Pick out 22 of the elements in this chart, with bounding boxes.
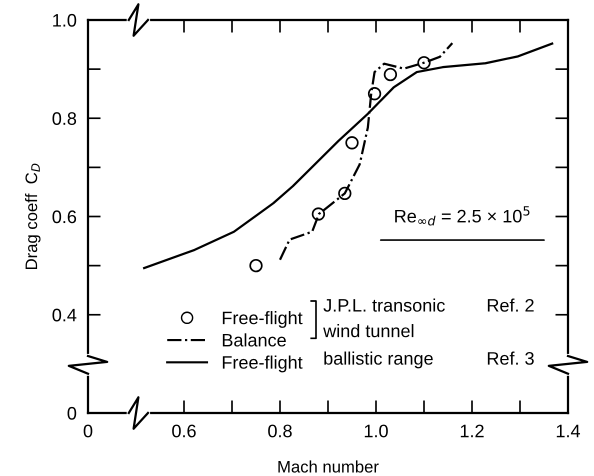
x-tick-label: 0 [84,424,92,438]
legend-label: Balance [222,333,286,347]
annotation: wind tunnel [323,324,414,338]
x-tick-label: 0.8 [268,424,292,438]
x-axis-title: Mach number [278,460,379,473]
y-tick-label: 0.4 [52,308,76,322]
x-tick-label: 1.0 [364,424,388,438]
annotation: ballistic range [324,352,433,368]
annotation: Ref. 3 [488,352,534,365]
annotation: J.P.L. transonic [323,298,445,312]
y-tick-label: 0.6 [52,210,76,224]
y-axis-title: Drag coeff C$_{D}$ [25,164,41,270]
x-tick-label: 1.4 [556,424,580,438]
annotation: Re$_{∞d}$ = 2.5 × 10$^{5}$ [395,206,530,226]
y-tick-label: 1.0 [53,14,76,27]
y-tick-label: 0.8 [52,112,76,125]
annotation: Ref. 2 [488,298,534,312]
legend-label: Free-flight [222,356,303,372]
y-tick-label: 0 [68,406,76,420]
legend-label: Free-flight [222,311,303,328]
x-tick-label: 1.2 [460,424,484,438]
x-tick-label: 0.6 [172,424,196,438]
